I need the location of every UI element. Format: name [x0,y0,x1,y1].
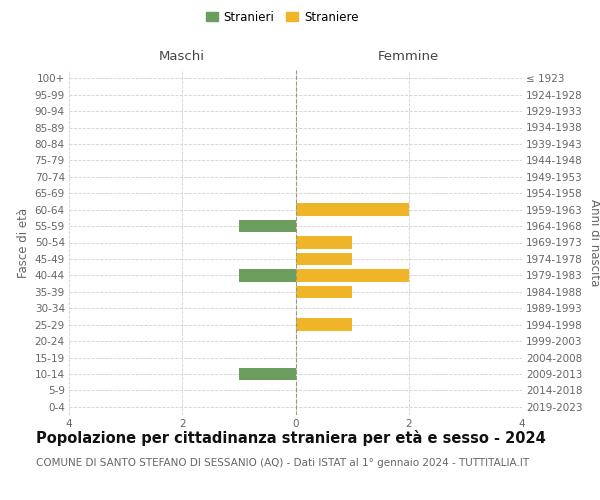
Bar [296,286,352,298]
Bar [296,318,352,331]
Text: COMUNE DI SANTO STEFANO DI SESSANIO (AQ) - Dati ISTAT al 1° gennaio 2024 - TUTTI: COMUNE DI SANTO STEFANO DI SESSANIO (AQ)… [36,458,529,468]
Bar [239,269,296,281]
Bar [296,269,409,281]
Text: Maschi: Maschi [159,50,205,62]
Bar [239,220,296,232]
Y-axis label: Fasce di età: Fasce di età [17,208,31,278]
Legend: Stranieri, Straniere: Stranieri, Straniere [201,6,363,28]
Bar [296,236,352,248]
Bar [239,368,296,380]
Bar [296,204,409,216]
Text: Popolazione per cittadinanza straniera per età e sesso - 2024: Popolazione per cittadinanza straniera p… [36,430,546,446]
Y-axis label: Anni di nascita: Anni di nascita [589,199,600,286]
Text: Femmine: Femmine [378,50,439,62]
Bar [296,253,352,265]
